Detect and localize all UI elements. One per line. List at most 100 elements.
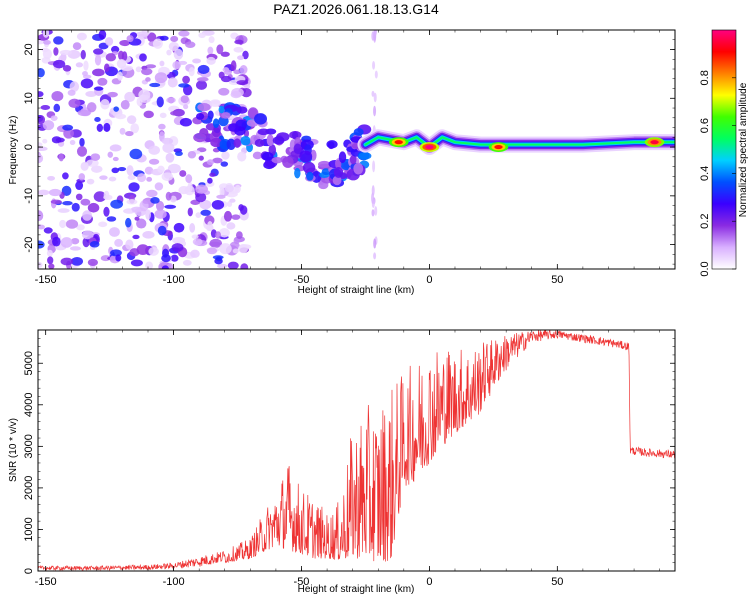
- heatmap-blob: [138, 89, 151, 101]
- heatmap-blob: [53, 47, 59, 56]
- heatmap-blob: [206, 159, 214, 166]
- heatmap-blob: [154, 182, 164, 191]
- heatmap-blob: [185, 174, 193, 184]
- heatmap-blob: [238, 204, 244, 211]
- heatmap-blob: [215, 256, 222, 262]
- heatmap-blob: [128, 182, 140, 192]
- colorbar-bar: [712, 30, 736, 269]
- heatmap-blob: [38, 261, 43, 268]
- heatmap-blob: [115, 254, 122, 262]
- snr-series-line: [38, 330, 675, 571]
- heatmap-blob: [148, 145, 160, 155]
- heatmap-blob: [161, 265, 169, 269]
- heatmap-blob: [154, 209, 167, 219]
- heatmap-blob: [216, 194, 226, 199]
- heatmap-blob: [103, 63, 110, 73]
- heatmap-blob: [87, 258, 98, 267]
- heatmap-blob: [43, 40, 51, 45]
- heatmap-blob: [136, 31, 149, 38]
- y-tick-label: 4000: [23, 393, 35, 417]
- heatmap-blob: [227, 261, 239, 269]
- heatmap-blob: [261, 151, 274, 161]
- heatmap-blob: [215, 231, 222, 239]
- heatmap-blob: [272, 136, 285, 145]
- heatmap-blob: [67, 89, 76, 96]
- heatmap-blob: [162, 142, 175, 153]
- heatmap-blob: [137, 173, 147, 183]
- heatmap-blob: [117, 166, 127, 172]
- y-tick-label: -20: [23, 237, 35, 253]
- heatmap-blob: [170, 35, 179, 43]
- heatmap-blob: [371, 209, 375, 217]
- heatmap-blob: [47, 256, 54, 265]
- heatmap-blob: [306, 171, 314, 181]
- heatmap-blob: [205, 181, 215, 187]
- heatmap-blob: [293, 143, 302, 155]
- heatmap-blob: [211, 199, 225, 210]
- heatmap-blob: [48, 188, 62, 197]
- x-tick-label: -50: [294, 576, 310, 588]
- heatmap-blob: [171, 243, 184, 252]
- heatmap-blob: [157, 225, 167, 236]
- heatmap-blob: [372, 160, 376, 173]
- heatmap-blob: [373, 238, 377, 249]
- heatmap-blob: [165, 152, 175, 163]
- heatmap-blob: [218, 105, 225, 114]
- heatmap-blob: [57, 208, 70, 213]
- heatmap-blob: [47, 175, 56, 181]
- heatmap-blob: [149, 82, 161, 88]
- heatmap-blob: [68, 98, 81, 108]
- heatmap-blob: [145, 261, 154, 269]
- heatmap-blob: [79, 137, 85, 147]
- heatmap-blob: [197, 103, 211, 112]
- spectrogram-frame: [37, 29, 676, 270]
- heatmap-blob: [82, 230, 94, 240]
- heatmap-blob: [145, 209, 152, 220]
- heatmap-blob: [226, 222, 236, 230]
- heatmap-blob: [72, 42, 82, 50]
- heatmap-blob: [105, 53, 117, 62]
- colorbar-tick-label: 0.8: [699, 70, 711, 85]
- heatmap-blob: [209, 172, 216, 177]
- heatmap-blob: [63, 128, 74, 139]
- heatmap-blob: [178, 30, 190, 37]
- heatmap-blob: [191, 234, 199, 239]
- heatmap-blob: [103, 206, 110, 217]
- heatmap-blob: [166, 71, 176, 80]
- x-tick-label: 0: [426, 576, 432, 588]
- heatmap-blob: [232, 248, 239, 254]
- heatmap-blob: [220, 51, 230, 57]
- heatmap-blob: [373, 92, 377, 103]
- heatmap-blob: [134, 216, 140, 221]
- heatmap-blob: [145, 64, 157, 69]
- heatmap-blob: [38, 210, 44, 222]
- heatmap-blob: [42, 138, 48, 144]
- heatmap-blob: [271, 157, 283, 164]
- heatmap-blob: [144, 166, 154, 175]
- heatmap-blob: [374, 206, 378, 216]
- heatmap-blob: [371, 31, 375, 41]
- heatmap-blob: [237, 55, 244, 60]
- heatmap-blob: [145, 77, 151, 82]
- snr-y-label: SNR (10 * v/v): [8, 418, 19, 482]
- heatmap-blob: [242, 50, 249, 60]
- heatmap-blob: [100, 98, 110, 110]
- heatmap-blob: [146, 176, 153, 182]
- heatmap-blob: [166, 97, 176, 104]
- heatmap-blob: [119, 40, 131, 47]
- heatmap-blob: [238, 244, 249, 254]
- heatmap-blob: [223, 210, 233, 222]
- x-tick-label: -150: [35, 274, 57, 286]
- heatmap-blob: [187, 150, 197, 159]
- heatmap-blob: [124, 208, 133, 214]
- heatmap-blob: [125, 131, 134, 137]
- heatmap-blob: [192, 58, 201, 64]
- heatmap-blob: [126, 165, 134, 176]
- heatmap-blob: [218, 227, 230, 238]
- heatmap-blob: [226, 200, 233, 208]
- heatmap-blob: [113, 106, 119, 112]
- heatmap-blob: [233, 138, 241, 148]
- heatmap-blob: [189, 223, 196, 233]
- heatmap-blob: [96, 123, 103, 132]
